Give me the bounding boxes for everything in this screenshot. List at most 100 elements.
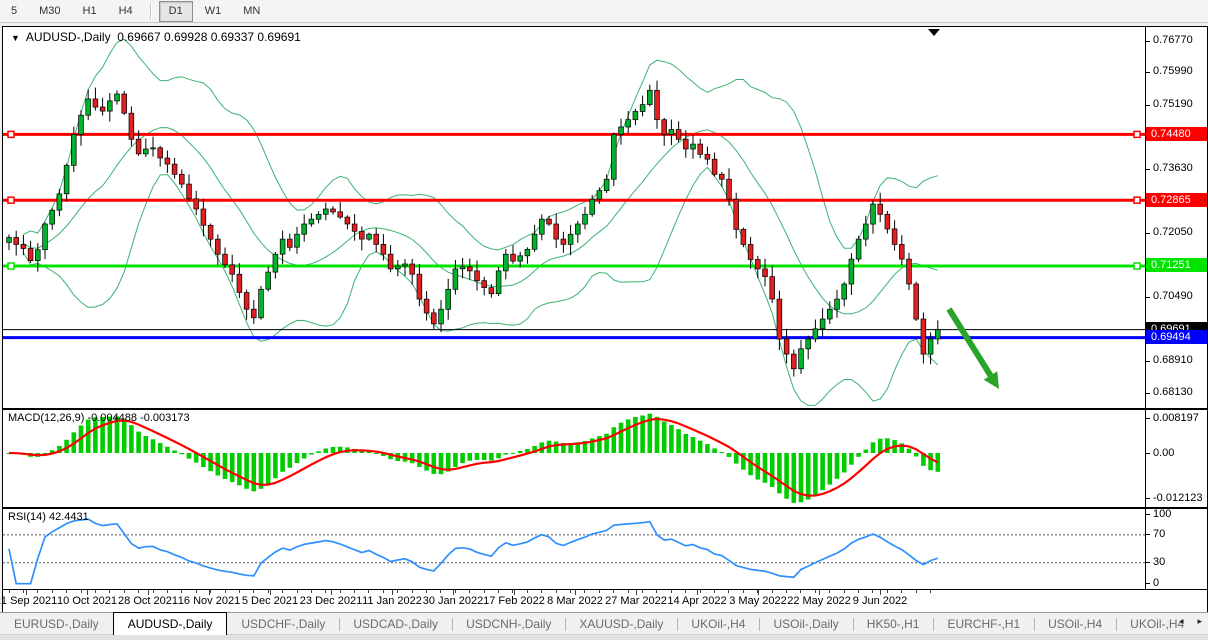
macd-histogram-bar	[618, 422, 624, 453]
symbol-dropdown-icon[interactable]: ▼	[11, 33, 20, 43]
tab-scroll-left-icon[interactable]: ◂	[1178, 616, 1184, 626]
tab-scroll-right-icon[interactable]: ▸	[1197, 616, 1202, 626]
candle-body	[265, 271, 271, 290]
macd-chart-canvas[interactable]	[3, 410, 1145, 505]
time-tick-major	[453, 590, 454, 595]
tab-usdchf-daily[interactable]: USDCHF-,Daily	[241, 617, 326, 631]
macd-histogram-bar	[553, 441, 559, 453]
chart-shift-marker-icon[interactable]	[928, 29, 940, 36]
macd-histogram-bar	[143, 436, 149, 453]
tab-usdcnh-daily[interactable]: USDCNH-,Daily	[452, 614, 565, 635]
time-tick-major	[209, 590, 210, 595]
hline-handle[interactable]	[7, 196, 15, 204]
candle-body	[575, 223, 581, 235]
price-chart-canvas[interactable]	[3, 27, 1145, 406]
candle-body	[42, 223, 48, 251]
timeframe-button-mn[interactable]: MN	[243, 4, 261, 17]
macd-histogram-bar	[417, 453, 422, 467]
tab-usoil-daily[interactable]: USOil-,Daily	[759, 614, 852, 635]
macd-histogram-bar	[604, 433, 609, 453]
macd-histogram-bar	[287, 453, 293, 468]
candle-body	[704, 153, 711, 160]
timeframe-button-m30[interactable]: M30	[39, 4, 61, 17]
time-tick	[872, 590, 873, 593]
macd-histogram-bar	[273, 453, 278, 479]
candle-body	[445, 288, 451, 310]
candle-body	[452, 268, 459, 290]
axis-tick	[1145, 233, 1150, 234]
rsi-chart-canvas[interactable]	[3, 509, 1145, 587]
chart-title: ▼ AUDUSD-,Daily 0.69667 0.69928 0.69337 0…	[11, 30, 301, 44]
candle-body	[78, 114, 84, 135]
tab-ukoil-h4[interactable]: UKOil-,H4	[677, 614, 759, 635]
tab-audusd-daily[interactable]: AUDUSD-,Daily	[112, 612, 228, 635]
timeframe-button-d1[interactable]: D1	[158, 0, 193, 22]
macd-histogram-bar	[661, 421, 667, 453]
candle-body	[611, 134, 617, 180]
candle-body	[747, 244, 754, 260]
candle-body	[891, 228, 898, 245]
rsi-label: RSI(14) 42.4431	[8, 511, 89, 523]
time-tick	[700, 590, 701, 593]
date-label: 21 Sep 2021	[0, 595, 58, 607]
candle-body	[467, 266, 473, 272]
time-tick	[153, 590, 154, 593]
time-tick	[498, 590, 499, 593]
hline-handle[interactable]	[7, 262, 15, 270]
price-chart-panel[interactable]: ▼ AUDUSD-,Daily 0.69667 0.69928 0.69337 0…	[2, 26, 1208, 409]
trend-arrow-object[interactable]	[946, 307, 999, 389]
ohlc-quote: 0.69667 0.69928 0.69337 0.69691	[117, 30, 301, 44]
time-axis: 21 Sep 2021 10 Oct 2021 28 Oct 2021 16 Nov …	[0, 590, 1208, 613]
hline-handle[interactable]	[1133, 262, 1141, 270]
time-tick	[671, 590, 672, 593]
macd-histogram-bar	[849, 453, 854, 465]
macd-histogram-bar	[330, 447, 336, 453]
tab-xauusd-daily[interactable]: XAUUSD-,Daily	[565, 614, 677, 635]
timeframe-button-5[interactable]: 5	[11, 4, 18, 17]
date-label: 8 Mar 2022	[547, 595, 603, 607]
tab-eurchf-h1[interactable]: EURCHF-,H1	[933, 614, 1034, 635]
candle-body	[344, 216, 351, 225]
price-line-label: 0.72865	[1146, 193, 1207, 207]
tab-usdcad-daily[interactable]: USDCAD-,Daily	[339, 614, 452, 635]
macd-histogram-bar	[496, 453, 501, 459]
rsi-panel[interactable]: RSI(14) 42.4431 100 70 30 0	[2, 508, 1208, 590]
macd-histogram-bar	[424, 453, 429, 471]
candle-body	[935, 329, 941, 340]
tab-hk50-h1[interactable]: HK50-,H1	[852, 614, 934, 635]
price-tick-label: 0.75190	[1153, 98, 1193, 110]
time-tick	[311, 590, 312, 593]
tab-eurusd-daily[interactable]: EURUSD-,Daily	[14, 617, 99, 631]
candle-body	[546, 218, 552, 225]
candle-body	[56, 193, 63, 211]
candle-body	[63, 164, 70, 195]
hline-handle[interactable]	[7, 130, 15, 139]
time-tick-major	[331, 590, 332, 595]
macd-histogram-bar	[150, 439, 156, 453]
date-label: 27 Mar 2022	[605, 595, 667, 607]
candle-body	[639, 104, 646, 112]
timeframe-button-w1[interactable]: W1	[204, 4, 222, 17]
time-tick	[887, 590, 888, 593]
candle-body	[409, 263, 415, 275]
time-tick-major	[392, 590, 393, 595]
macd-histogram-bar	[683, 433, 689, 453]
hline-handle[interactable]	[1133, 196, 1141, 204]
candle-body	[503, 253, 509, 272]
candle-body	[200, 208, 207, 226]
candle-body	[438, 308, 444, 325]
time-tick	[527, 590, 528, 593]
timeframe-button-h4[interactable]: H4	[118, 4, 133, 17]
hline-handle[interactable]	[1133, 130, 1141, 139]
tab-usoil-h4[interactable]: USOil-,H4	[1034, 614, 1116, 635]
candle-body	[531, 233, 538, 250]
date-label: 16 Nov 2021	[177, 595, 241, 607]
macd-panel[interactable]: MACD(12,26,9) -0.004488 -0.003173 0.0081…	[2, 409, 1208, 508]
tab-ukoil-h4[interactable]: UKOil-,H4	[1116, 614, 1198, 635]
date-label: 5 Dec 2021	[241, 595, 299, 607]
candle-body	[819, 318, 826, 330]
time-tick-major	[87, 590, 88, 595]
timeframe-button-h1[interactable]: H1	[82, 4, 97, 17]
candle-body	[596, 190, 603, 200]
candle-body	[690, 143, 696, 150]
